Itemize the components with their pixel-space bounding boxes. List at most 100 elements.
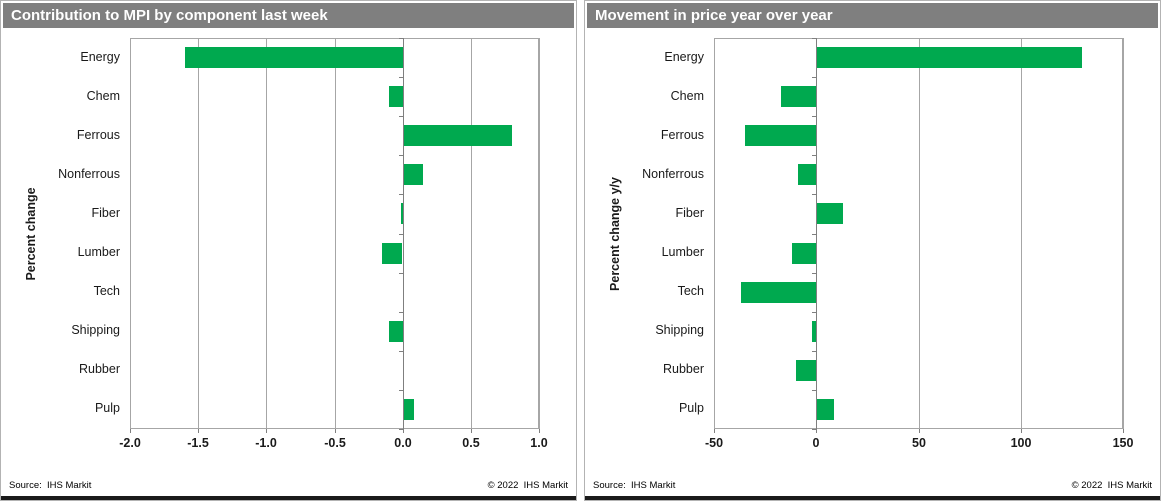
y-axis-title: Percent change bbox=[24, 187, 38, 281]
category-label: Energy bbox=[664, 50, 704, 64]
chart-footer: Source: IHS Markit © 2022 IHS Markit bbox=[593, 479, 1152, 491]
bar-nonferrous bbox=[798, 164, 816, 185]
bar-ferrous bbox=[403, 125, 512, 146]
category-axis-tick bbox=[812, 429, 816, 430]
x-tick-label: 0 bbox=[812, 436, 820, 450]
category-axis-tick bbox=[812, 273, 816, 274]
bar-tech bbox=[741, 282, 817, 303]
bar-pulp bbox=[816, 399, 834, 420]
x-axis-tick bbox=[1123, 429, 1124, 433]
x-axis-tick bbox=[1021, 429, 1022, 433]
x-tick-label: -1.0 bbox=[255, 436, 277, 450]
bar-energy bbox=[816, 47, 1082, 68]
category-axis-tick bbox=[399, 273, 403, 274]
gridline bbox=[714, 38, 715, 429]
bar-lumber bbox=[382, 243, 402, 264]
gridline bbox=[539, 38, 540, 429]
copyright-text: © 2022 IHS Markit bbox=[1071, 480, 1152, 491]
x-tick-label: -0.5 bbox=[324, 436, 346, 450]
source-text: Source: IHS Markit bbox=[593, 480, 676, 491]
chart-footer: Source: IHS Markit © 2022 IHS Markit bbox=[9, 479, 568, 491]
category-label: Rubber bbox=[79, 362, 120, 376]
x-axis-tick bbox=[403, 429, 404, 433]
chart-panel-price-movement: Movement in price year over year -50 0 50 1… bbox=[584, 0, 1161, 501]
category-label: Tech bbox=[677, 284, 704, 298]
x-tick-label: 0.0 bbox=[394, 436, 412, 450]
category-label: Chem bbox=[86, 89, 120, 103]
bar-rubber bbox=[796, 360, 816, 381]
gridline bbox=[471, 38, 472, 429]
category-label: Rubber bbox=[663, 362, 704, 376]
category-axis-tick bbox=[812, 116, 816, 117]
x-tick-label: 150 bbox=[1112, 436, 1134, 450]
category-label: Lumber bbox=[661, 245, 704, 259]
x-axis-tick bbox=[198, 429, 199, 433]
bar-chart-contribution: -2.0 -1.5 -1.0 -0.5 0.0 0.5 1.0 Energy Chem Ferro… bbox=[1, 1, 576, 500]
x-tick-label: -2.0 bbox=[119, 436, 141, 450]
category-axis-tick bbox=[812, 234, 816, 235]
category-label: Ferrous bbox=[660, 128, 704, 142]
x-axis-tick bbox=[335, 429, 336, 433]
category-axis-tick bbox=[812, 194, 816, 195]
x-tick-label: -1.5 bbox=[187, 436, 209, 450]
category-label: Fiber bbox=[91, 206, 120, 220]
category-label: Fiber bbox=[675, 206, 704, 220]
x-axis-tick bbox=[919, 429, 920, 433]
zero-axis-line bbox=[403, 38, 404, 429]
category-axis-tick bbox=[812, 155, 816, 156]
bar-fiber bbox=[816, 203, 843, 224]
bar-shipping bbox=[389, 321, 403, 342]
category-label: Chem bbox=[670, 89, 704, 103]
zero-axis-line bbox=[816, 38, 817, 429]
gridline bbox=[335, 38, 336, 429]
category-axis-tick bbox=[399, 38, 403, 39]
x-axis-tick bbox=[266, 429, 267, 433]
chart-title: Contribution to MPI by component last we… bbox=[11, 7, 328, 24]
y-axis-title: Percent change y/y bbox=[608, 177, 622, 291]
bar-lumber bbox=[792, 243, 817, 264]
category-axis-tick bbox=[399, 390, 403, 391]
copyright-text: © 2022 IHS Markit bbox=[487, 480, 568, 491]
category-axis-tick bbox=[399, 155, 403, 156]
x-tick-label: 0.5 bbox=[462, 436, 480, 450]
bar-fiber bbox=[401, 203, 403, 224]
category-label: Pulp bbox=[678, 401, 704, 415]
gridline bbox=[919, 38, 920, 429]
category-label: Energy bbox=[80, 50, 120, 64]
category-label: Shipping bbox=[655, 323, 704, 337]
source-text: Source: IHS Markit bbox=[9, 480, 92, 491]
category-label: Lumber bbox=[77, 245, 120, 259]
x-axis-tick bbox=[471, 429, 472, 433]
bar-ferrous bbox=[745, 125, 817, 146]
x-axis-tick bbox=[714, 429, 715, 433]
bar-energy bbox=[185, 47, 403, 68]
category-axis-tick bbox=[399, 351, 403, 352]
x-tick-label: -50 bbox=[704, 436, 724, 450]
category-label: Shipping bbox=[71, 323, 120, 337]
category-axis-tick bbox=[812, 351, 816, 352]
gridline bbox=[198, 38, 199, 429]
category-axis-tick bbox=[399, 77, 403, 78]
category-axis-tick bbox=[399, 234, 403, 235]
bar-chart-price-movement: -50 0 50 100 150 Energy Chem Ferrous Nonferrous F… bbox=[585, 1, 1160, 500]
category-axis-tick bbox=[812, 312, 816, 313]
category-label: Pulp bbox=[94, 401, 120, 415]
category-axis-tick bbox=[399, 429, 403, 430]
category-label: Tech bbox=[93, 284, 120, 298]
gridline bbox=[130, 38, 131, 429]
category-label: Ferrous bbox=[76, 128, 120, 142]
bar-nonferrous bbox=[403, 164, 423, 185]
gridline bbox=[1021, 38, 1022, 429]
gridline bbox=[266, 38, 267, 429]
category-axis-tick bbox=[399, 116, 403, 117]
x-axis-tick bbox=[130, 429, 131, 433]
bar-shipping bbox=[812, 321, 816, 342]
gridline bbox=[1123, 38, 1124, 429]
category-axis-tick bbox=[399, 312, 403, 313]
bar-chem bbox=[389, 86, 403, 107]
x-tick-label: 1.0 bbox=[530, 436, 548, 450]
category-label: Nonferrous bbox=[642, 167, 704, 181]
category-axis-tick bbox=[812, 390, 816, 391]
chart-title-bar: Movement in price year over year bbox=[587, 3, 1158, 28]
